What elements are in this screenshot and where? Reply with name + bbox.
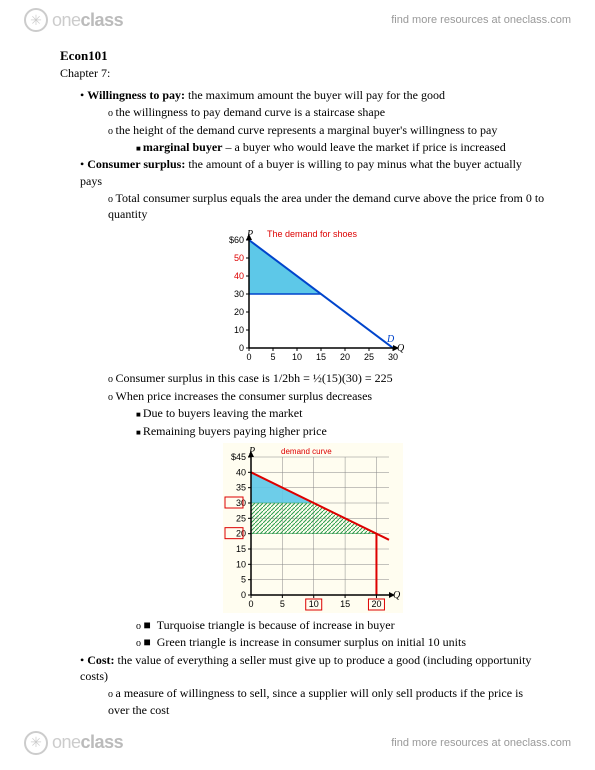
- svg-text:D: D: [386, 334, 395, 345]
- sub-sub-item: ■ Turquoise triangle is because of incre…: [136, 617, 545, 634]
- sub-sub-item: ■ Green triangle is increase in consumer…: [136, 634, 545, 651]
- svg-text:Q: Q: [393, 590, 401, 601]
- header-tagline: find more resources at oneclass.com: [391, 14, 571, 26]
- logo: ✳ oneclass: [24, 8, 123, 32]
- demand-chart-1: $6050403020100051015202530PQDThe demand …: [219, 226, 407, 366]
- sub-item: Consumer surplus in this case is 1/2bh =…: [108, 370, 545, 387]
- sub-item: the height of the demand curve represent…: [108, 122, 545, 156]
- definition: the maximum amount the buyer will pay fo…: [185, 88, 445, 102]
- sub-item: When price increases the consumer surplu…: [108, 388, 545, 439]
- logo-icon: ✳: [24, 731, 48, 755]
- svg-text:10: 10: [291, 352, 301, 362]
- svg-text:5: 5: [270, 352, 275, 362]
- svg-text:40: 40: [235, 467, 245, 477]
- logo-icon: ✳: [24, 8, 48, 32]
- svg-text:0: 0: [238, 343, 243, 353]
- definition: the value of everything a seller must gi…: [80, 653, 531, 683]
- sub-item: the willingness to pay demand curve is a…: [108, 104, 545, 121]
- svg-text:15: 15: [235, 544, 245, 554]
- document-content: Econ101 Chapter 7: Willingness to pay: t…: [0, 40, 595, 723]
- svg-text:15: 15: [340, 599, 350, 609]
- footer-tagline: find more resources at oneclass.com: [391, 737, 571, 749]
- svg-text:20: 20: [339, 352, 349, 362]
- sub-sub-item: Remaining buyers paying higher price: [136, 423, 545, 439]
- svg-text:15: 15: [315, 352, 325, 362]
- bullet-cost: Cost: the value of everything a seller m…: [80, 652, 545, 718]
- svg-text:$45: $45: [230, 452, 245, 462]
- svg-text:20: 20: [371, 599, 381, 609]
- svg-text:0: 0: [246, 352, 251, 362]
- sub-item: Total consumer surplus equals the area u…: [108, 190, 545, 223]
- term: Consumer surplus:: [87, 157, 185, 171]
- svg-text:30: 30: [235, 498, 245, 508]
- chapter-label: Chapter 7:: [60, 66, 545, 81]
- svg-text:The demand for shoes: The demand for shoes: [267, 229, 358, 239]
- svg-text:20: 20: [235, 528, 245, 538]
- sub-sub-item: Due to buyers leaving the market: [136, 405, 545, 421]
- svg-text:10: 10: [235, 559, 245, 569]
- logo-suffix: class: [81, 732, 124, 752]
- logo-prefix: one: [52, 732, 81, 752]
- chart2-wrap: $45403530252015105005101520PQdemand curv…: [80, 443, 545, 613]
- term: Willingness to pay:: [87, 88, 185, 102]
- svg-text:10: 10: [308, 599, 318, 609]
- svg-text:50: 50: [233, 253, 243, 263]
- header: ✳ oneclass find more resources at onecla…: [0, 0, 595, 40]
- bullet-willingness: Willingness to pay: the maximum amount t…: [80, 87, 545, 155]
- svg-text:0: 0: [248, 599, 253, 609]
- svg-text:25: 25: [235, 513, 245, 523]
- logo: ✳ oneclass: [24, 731, 123, 755]
- svg-text:5: 5: [279, 599, 284, 609]
- logo-prefix: one: [52, 10, 81, 30]
- bullet-consumer-surplus: Consumer surplus: the amount of a buyer …: [80, 156, 545, 650]
- svg-text:Q: Q: [397, 343, 405, 354]
- footer: ✳ oneclass find more resources at onecla…: [0, 723, 595, 763]
- svg-text:$60: $60: [228, 235, 243, 245]
- svg-text:demand curve: demand curve: [281, 447, 332, 456]
- svg-text:30: 30: [233, 289, 243, 299]
- svg-text:5: 5: [240, 574, 245, 584]
- doc-title: Econ101: [60, 48, 545, 64]
- svg-text:10: 10: [233, 325, 243, 335]
- logo-suffix: class: [81, 10, 124, 30]
- sub-item: a measure of willingness to sell, since …: [108, 685, 545, 718]
- svg-text:35: 35: [235, 482, 245, 492]
- svg-text:0: 0: [240, 590, 245, 600]
- demand-chart-2: $45403530252015105005101520PQdemand curv…: [223, 443, 403, 613]
- term: Cost:: [87, 653, 114, 667]
- term: marginal buyer: [143, 140, 223, 154]
- svg-text:25: 25: [363, 352, 373, 362]
- svg-text:20: 20: [233, 307, 243, 317]
- sub-sub-item: marginal buyer – a buyer who would leave…: [136, 139, 545, 155]
- chart1-wrap: $6050403020100051015202530PQDThe demand …: [80, 226, 545, 366]
- svg-text:40: 40: [233, 271, 243, 281]
